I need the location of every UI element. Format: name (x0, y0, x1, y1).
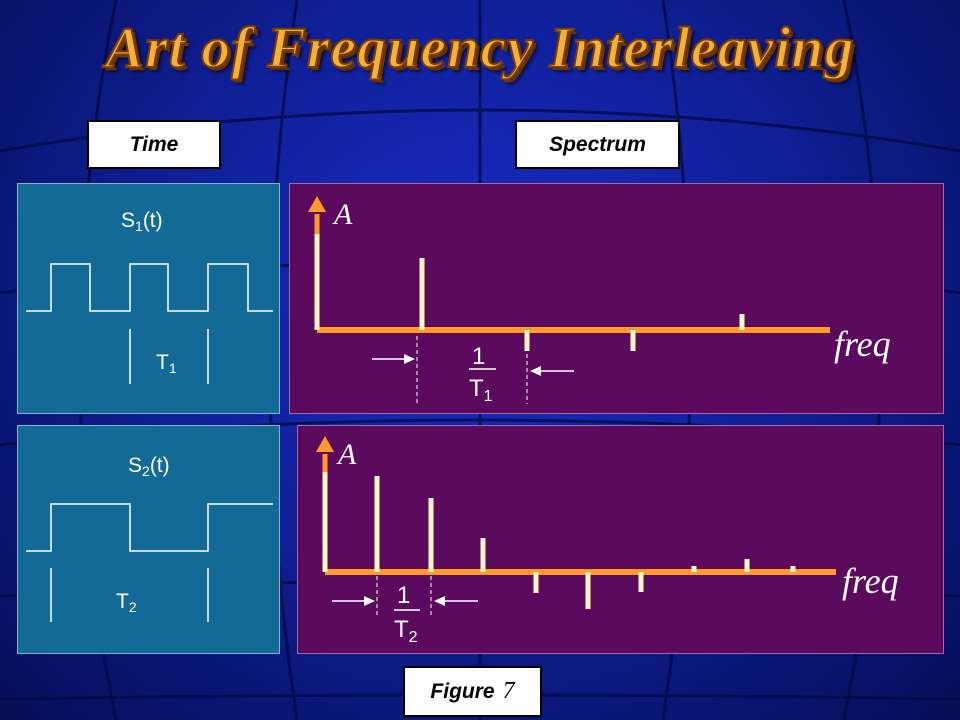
spectrum-panel-2: A freq 1 T2 (297, 425, 944, 654)
time-panel-1: S1(t) T1 (17, 183, 280, 414)
figure-caption-word: Figure (430, 679, 495, 703)
spectral-lines-1 (314, 234, 745, 351)
amplitude-axis-arrowhead-2 (316, 436, 334, 452)
square-wave-1 (26, 263, 273, 312)
spectrum-panel-1: A freq 1 T1 (289, 183, 944, 414)
spacing2-numerator: 1 (397, 582, 410, 609)
spacing2-arrowhead-right (434, 596, 445, 606)
figure-caption-number: 7 (502, 678, 515, 704)
freq-label-2: freq (842, 561, 899, 601)
spectrum-header: Spectrum (515, 120, 680, 169)
signal1-label: S1(t) (121, 209, 163, 234)
spacing1-numerator: 1 (472, 343, 485, 370)
spacing1-denominator: T1 (469, 375, 493, 405)
amplitude-label-2: A (336, 438, 357, 471)
square-wave-2 (26, 503, 273, 552)
spectral-lines-2 (322, 472, 796, 609)
spacing1-arrowhead-left (404, 354, 415, 364)
amplitude-label-1: A (332, 198, 353, 231)
spacing1-arrowhead-right (530, 366, 541, 376)
time-panel-2: S2(t) T2 (17, 425, 280, 654)
slide-title: Art of Frequency Interleaving (104, 14, 855, 81)
figure-caption: Figure 7 (403, 666, 542, 717)
freq-label-1: freq (834, 324, 891, 364)
spacing2-arrowhead-left (364, 596, 375, 606)
spacing2-denominator: T2 (394, 616, 418, 646)
amplitude-axis-arrowhead-1 (308, 196, 326, 212)
period1-label: T1 (156, 351, 177, 376)
time-header: Time (87, 120, 221, 169)
signal2-label: S2(t) (128, 454, 170, 479)
period2-label: T2 (116, 590, 137, 615)
